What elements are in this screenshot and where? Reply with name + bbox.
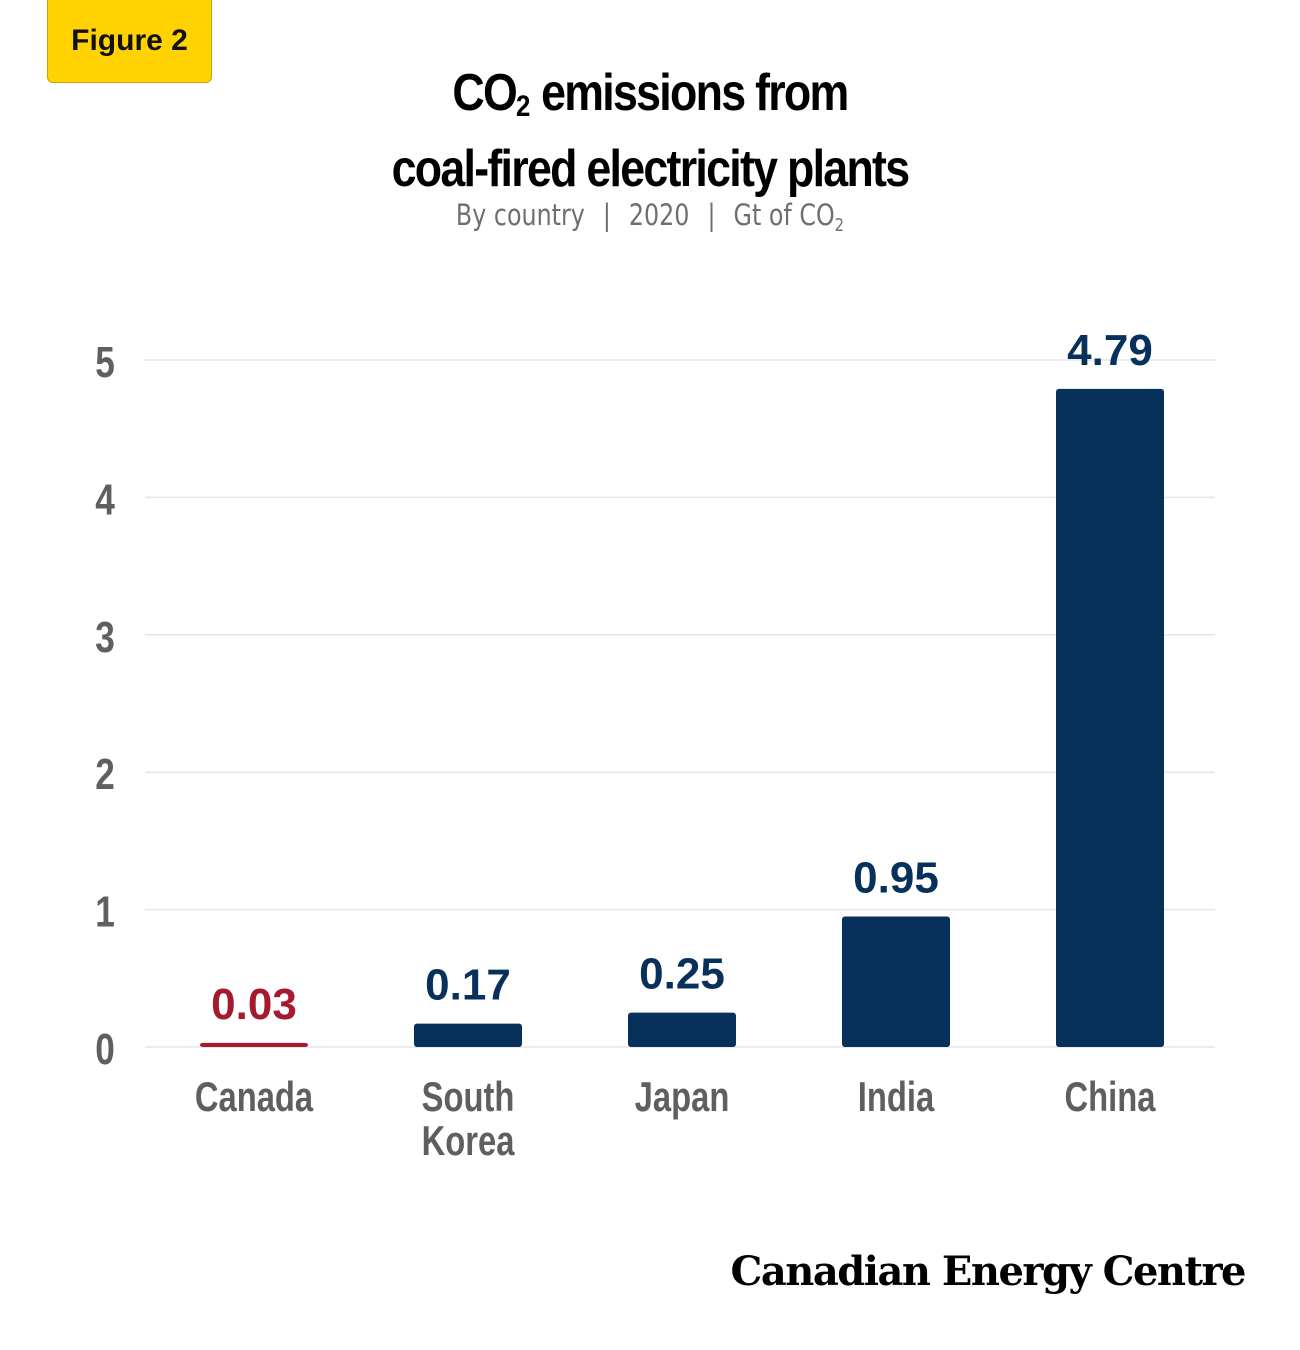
x-tick-label: Canada [195,1073,314,1120]
data-label: 0.03 [211,980,297,1029]
y-tick-label: 2 [95,751,115,800]
subtitle-separator: | [707,198,716,232]
bar-india [842,916,950,1047]
data-label: 0.17 [425,961,511,1010]
x-tick-label: Japan [635,1073,730,1120]
bar-japan [628,1012,736,1047]
chart-title: CO2 emissions from coal-fired electricit… [91,62,1209,200]
data-labels: 0.03 0.17 0.25 0.95 4.79 [211,326,1153,1029]
y-tick-label: 4 [95,476,115,525]
data-label: 0.25 [639,950,725,999]
subtitle-year: 2020 [628,198,690,232]
chart-title-line2: coal-fired electricity plants [391,140,910,198]
x-tick-label: India [858,1073,935,1120]
data-label: 4.79 [1067,326,1153,375]
bar-south-korea [414,1023,522,1047]
y-tick-label: 5 [95,338,115,387]
subtitle-unit: Gt of CO2 [733,198,845,236]
chart-title-line1: CO2 emissions from [452,64,849,123]
bar-canada [200,1042,308,1047]
x-tick-label: China [1065,1073,1157,1120]
grid-lines [145,359,1215,1048]
subtitle-separator: | [602,198,611,232]
data-label: 0.95 [853,853,939,902]
brand-logo: Canadian Energy Centre [730,1248,1247,1295]
bar-china [1056,388,1164,1047]
y-axis-ticks: 0 1 2 3 4 5 [95,338,115,1074]
y-tick-label: 1 [95,888,115,937]
x-tick-label: Korea [422,1117,516,1164]
subtitle-scope: By country [455,198,585,232]
figure-badge: Figure 2 [47,0,212,83]
x-tick-label: South [422,1073,515,1120]
bars [200,388,1164,1047]
y-tick-label: 3 [95,613,115,662]
y-tick-label: 0 [95,1025,115,1074]
chart-subtitle: By country | 2020 | Gt of CO2 [117,198,1183,236]
